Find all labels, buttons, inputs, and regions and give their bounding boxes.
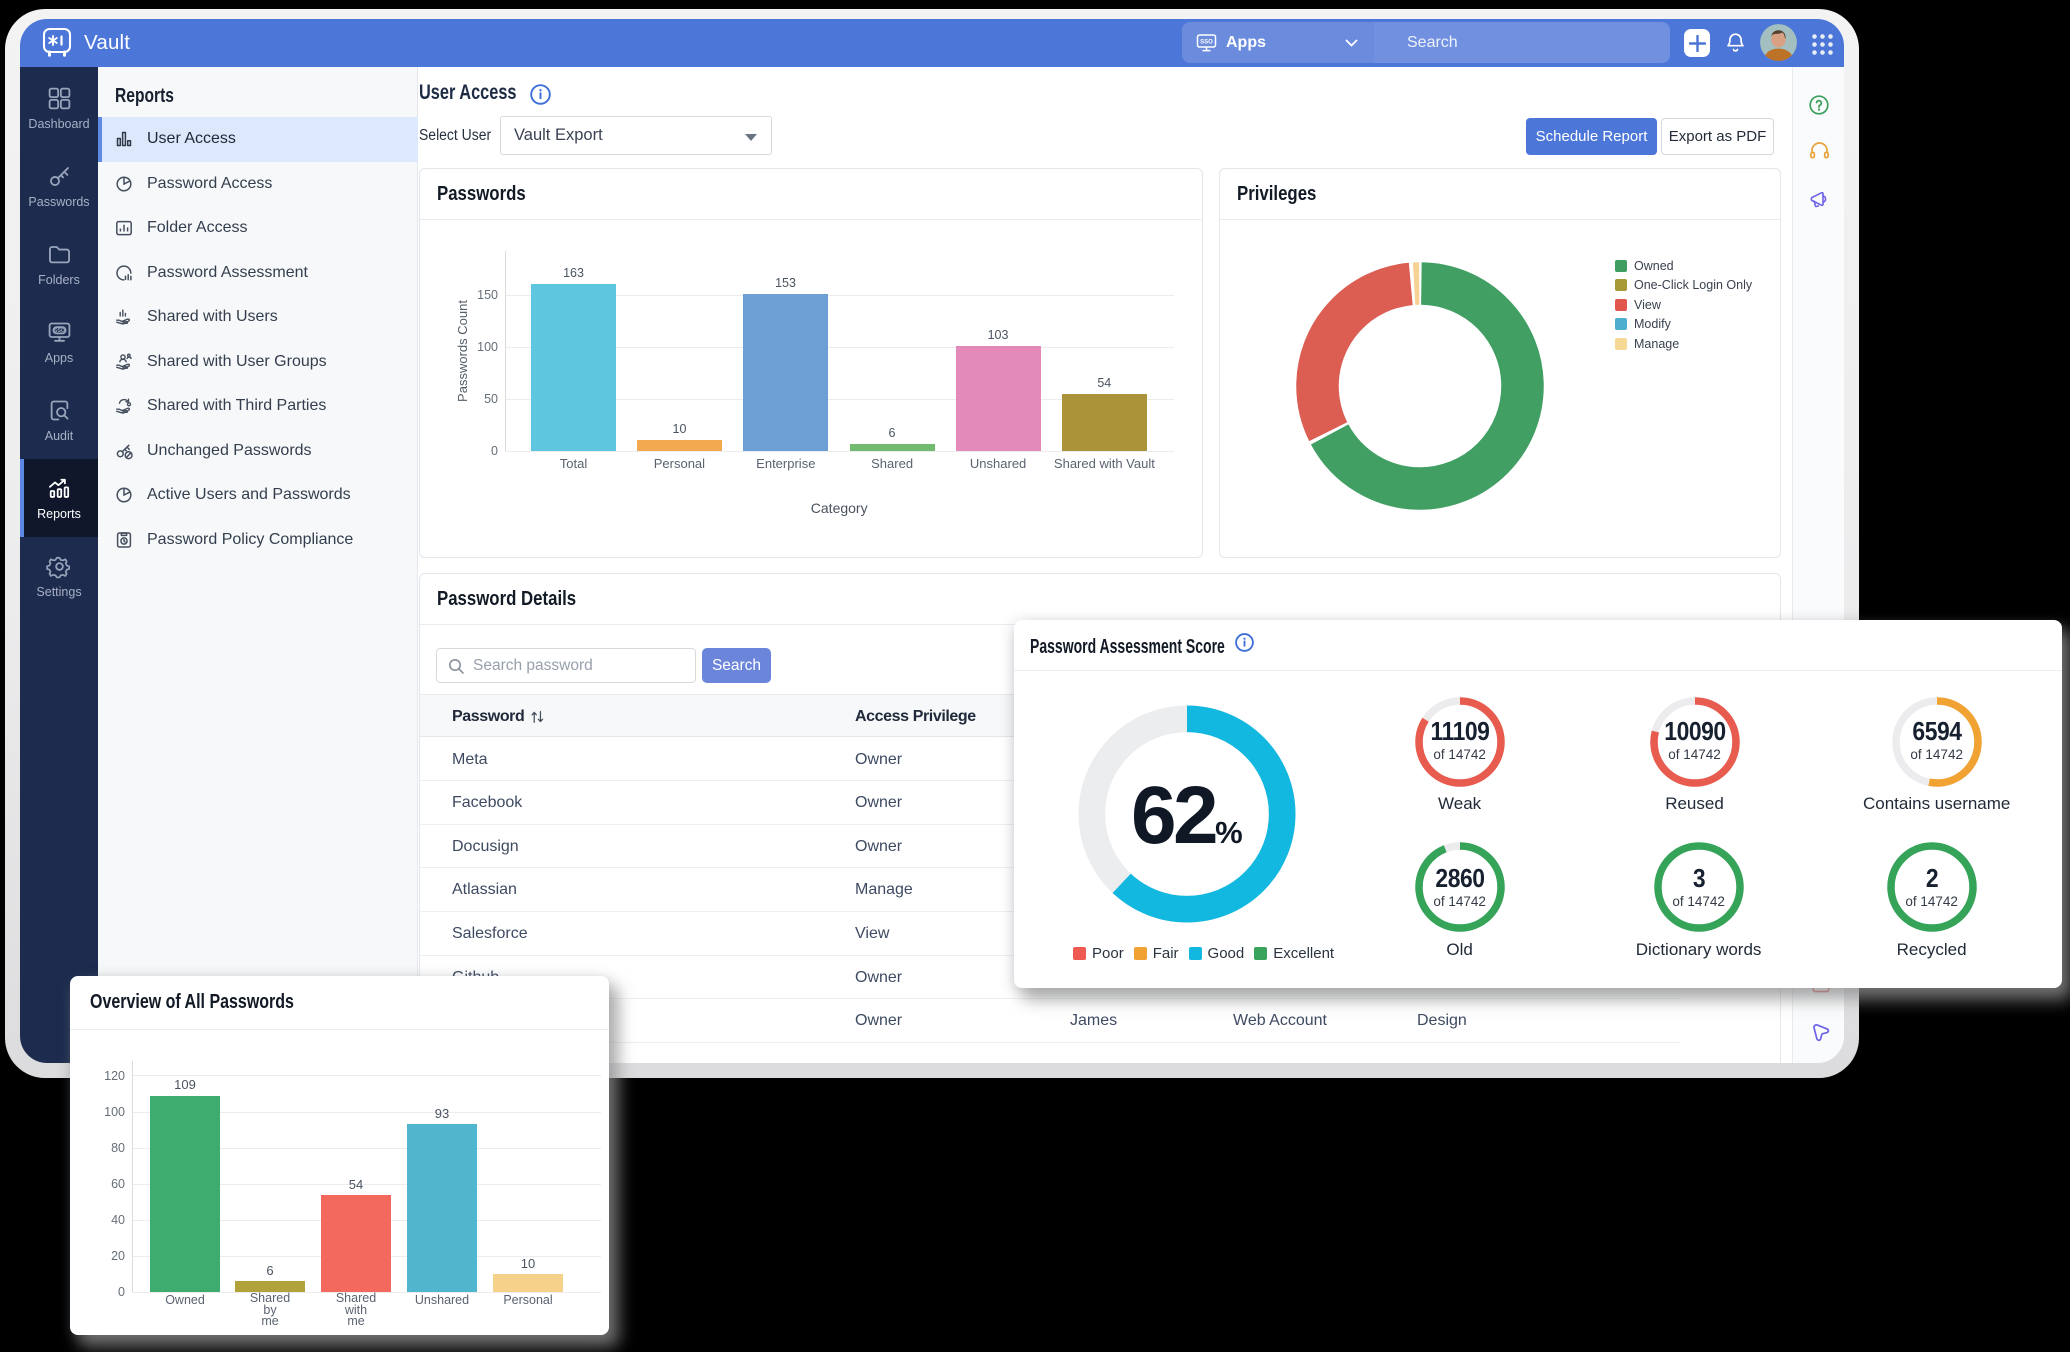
svg-text:SSO: SSO <box>54 328 65 334</box>
svg-text:SSO: SSO <box>1200 39 1213 45</box>
